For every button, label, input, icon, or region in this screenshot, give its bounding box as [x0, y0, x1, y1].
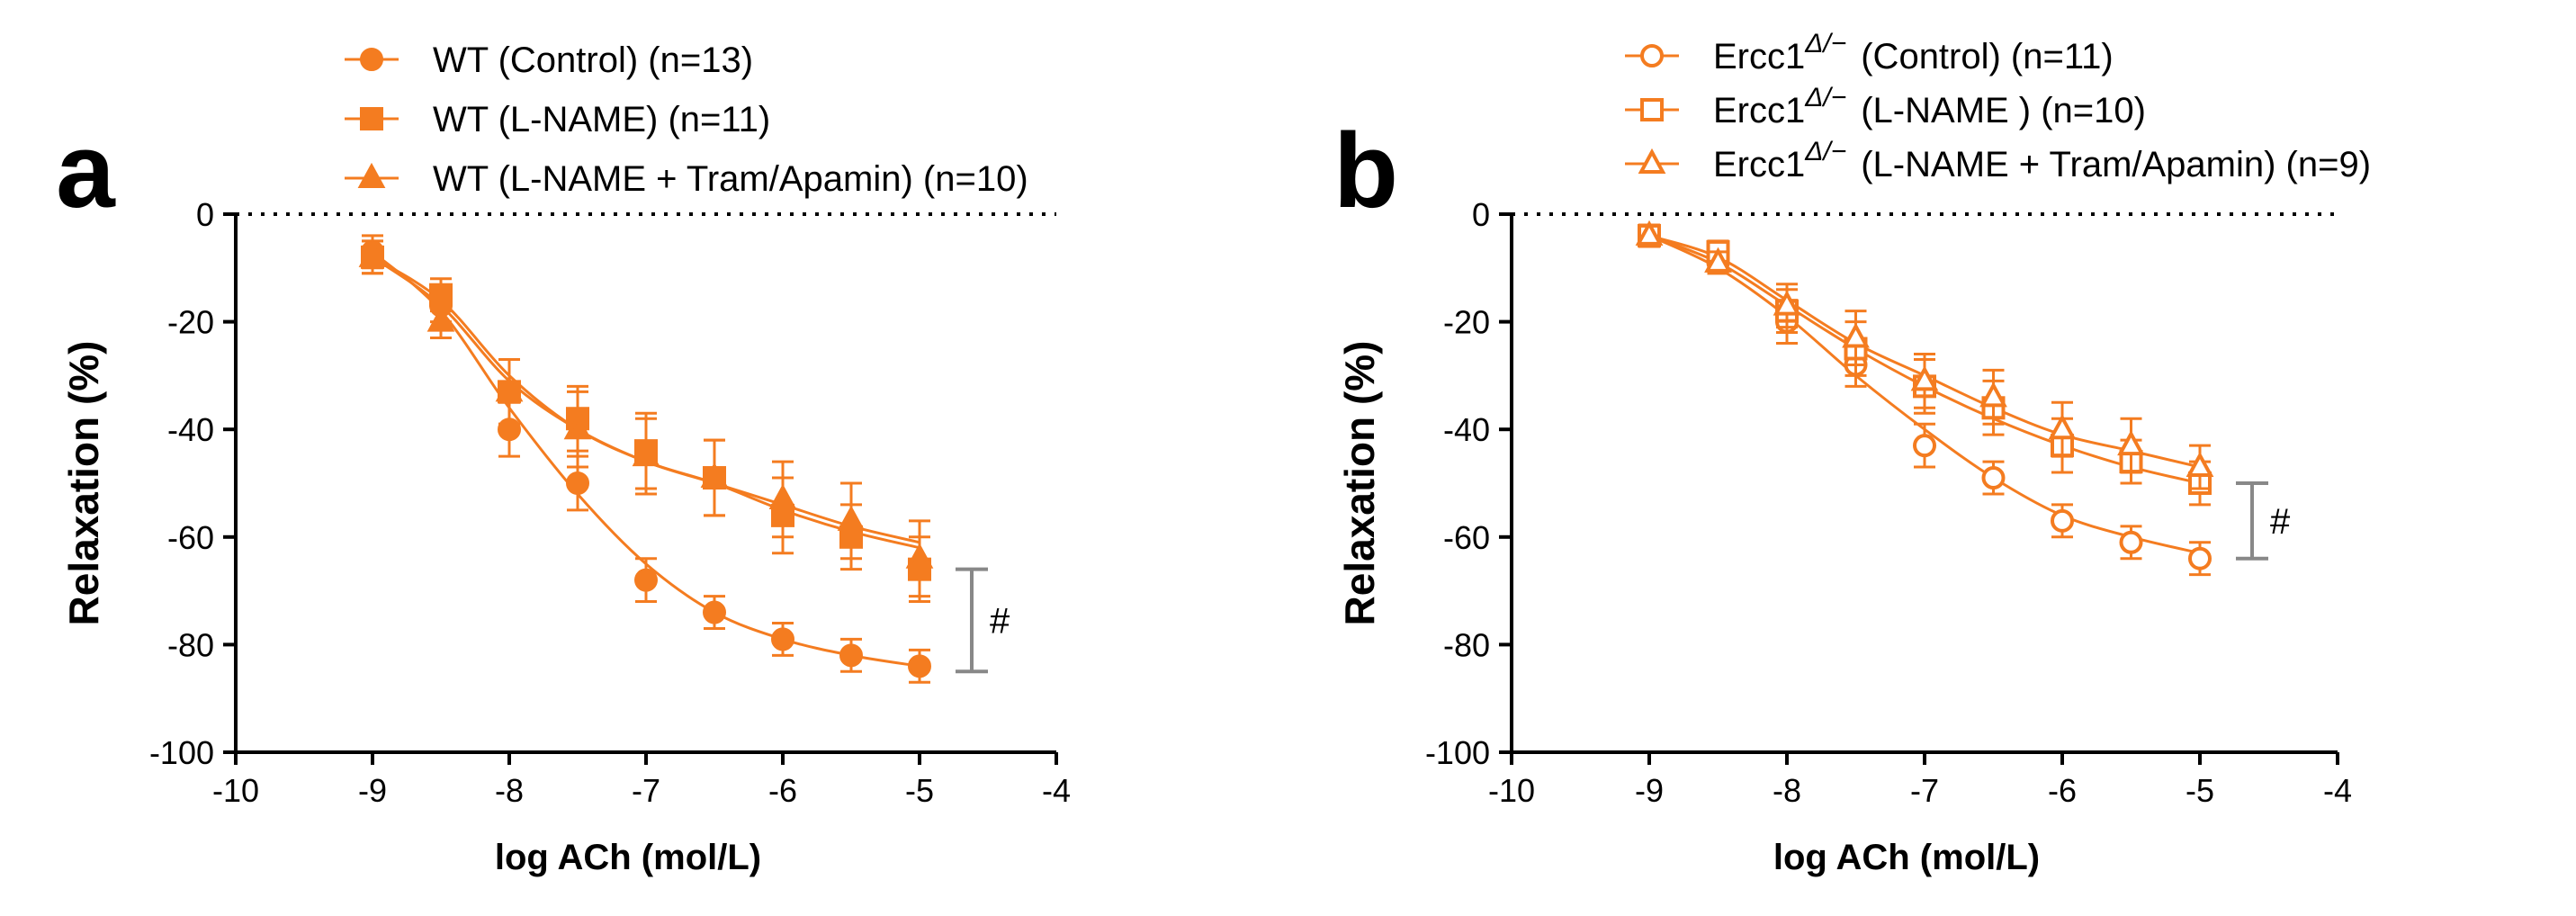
data-point [429, 283, 453, 307]
y-tick-label: -100 [1425, 734, 1490, 771]
y-tick-label: 0 [1472, 196, 1490, 233]
data-point [2051, 508, 2074, 533]
panel-label: a [56, 112, 116, 230]
y-tick-label: -20 [167, 304, 214, 341]
data-point [358, 241, 387, 267]
legend-label: Ercc1Δ/− (L-NAME + Tram/Apamin) (n=9) [1713, 137, 2371, 184]
data-point [2186, 451, 2214, 478]
x-tick-label: -6 [2048, 772, 2077, 809]
data-point [495, 376, 524, 402]
legend-label: Ercc1Δ/− (Control) (n=11) [1713, 29, 2114, 76]
data-point [632, 440, 660, 467]
data-point [908, 654, 931, 678]
y-tick-label: -80 [167, 626, 214, 663]
legend-item: WT (Control) (n=13) [345, 40, 753, 80]
x-tick-label: -10 [1488, 772, 1535, 809]
data-point [1773, 290, 1801, 316]
significance-bracket: # [2236, 481, 2291, 561]
x-tick-label: -4 [1042, 772, 1071, 809]
series-3 [358, 239, 934, 598]
significance-label: # [990, 601, 1010, 641]
data-point [426, 306, 455, 332]
y-tick-label: -80 [1443, 626, 1490, 663]
legend-item: WT (L-NAME) (n=11) [345, 100, 770, 139]
fit-curve-1 [1648, 234, 2201, 555]
fit-curve-1 [372, 250, 920, 668]
x-tick-label: -8 [1773, 772, 1801, 809]
data-point [1910, 365, 1939, 391]
legend: WT (Control) (n=13) WT (L-NAME) (n=11) WT … [345, 40, 1028, 199]
legend-marker [1640, 98, 1664, 121]
x-tick-label: -5 [905, 772, 934, 809]
legend-marker [1638, 148, 1666, 174]
legend-item: WT (L-NAME + Tram/Apamin) (n=10) [345, 159, 1028, 199]
y-axis-title: Relaxation (%) [1336, 341, 1383, 626]
data-point [1981, 466, 2006, 490]
legend-label: WT (Control) (n=13) [433, 40, 753, 80]
x-tick-label: -9 [1635, 772, 1664, 809]
y-tick-label: -40 [167, 411, 214, 448]
fit-curve-2 [372, 256, 920, 550]
fit-curve-3 [372, 256, 920, 544]
x-tick-label: -9 [358, 772, 387, 809]
data-point [700, 462, 729, 489]
data-point [768, 483, 797, 509]
legend-item: Ercc1Δ/− (Control) (n=11) [1625, 29, 2114, 76]
legend: Ercc1Δ/− (Control) (n=11) Ercc1Δ/− (L-NAME … [1625, 29, 2371, 184]
y-tick-label: -60 [167, 519, 214, 556]
x-tick-label: -8 [495, 772, 524, 809]
x-tick-label: -6 [768, 772, 797, 809]
legend-marker [360, 107, 383, 130]
data-point [634, 568, 658, 592]
data-point [2119, 530, 2143, 554]
legend-item: Ercc1Δ/− (L-NAME ) (n=10) [1625, 83, 2146, 130]
data-point [1842, 322, 1870, 348]
x-tick-label: -4 [2323, 772, 2352, 809]
data-point [2048, 414, 2077, 440]
data-point [771, 627, 794, 651]
legend-label: WT (L-NAME + Tram/Apamin) (n=10) [433, 159, 1028, 199]
data-point [2188, 546, 2212, 570]
panel-a: a 0 -20 -40 -60 -80 -100-10 -9 -8 -7 -6 -5 -4 log ACh… [56, 40, 1071, 877]
y-tick-label: -100 [149, 734, 214, 771]
panel-label: b [1333, 112, 1398, 230]
legend-item: Ercc1Δ/− (L-NAME + Tram/Apamin) (n=9) [1625, 137, 2371, 184]
data-point [1913, 434, 1936, 458]
y-axis-title: Relaxation (%) [60, 341, 107, 626]
data-point [837, 505, 866, 531]
panel-b: b 0 -20 -40 -60 -80 -100-10 -9 -8 -7 -6 -5 -4 log ACh… [1333, 29, 2371, 877]
data-point [563, 414, 592, 440]
significance-label: # [2270, 502, 2291, 542]
x-tick-label: -7 [1910, 772, 1939, 809]
legend-marker [357, 162, 386, 188]
y-tick-label: 0 [196, 196, 214, 233]
legend-label: WT (L-NAME) (n=11) [433, 100, 770, 139]
data-point [905, 543, 934, 569]
x-tick-label: -5 [2186, 772, 2214, 809]
data-point [703, 600, 726, 624]
x-tick-label: -10 [212, 772, 259, 809]
legend-marker [360, 48, 383, 71]
data-point [1704, 247, 1732, 273]
y-tick-label: -20 [1443, 304, 1490, 341]
data-point [1635, 220, 1664, 246]
axes: 0 -20 -40 -60 -80 -100-10 -9 -8 -7 -6 -5 -4 log ACh … [60, 196, 1071, 877]
y-tick-label: -40 [1443, 411, 1490, 448]
data-point [2117, 429, 2145, 456]
legend-label: Ercc1Δ/− (L-NAME ) (n=10) [1713, 83, 2146, 130]
series-3 [1635, 220, 2214, 490]
legend-marker [1640, 44, 1664, 67]
data-point [839, 643, 863, 668]
data-point [1979, 382, 2007, 408]
y-tick-label: -60 [1443, 519, 1490, 556]
axes: 0 -20 -40 -60 -80 -100-10 -9 -8 -7 -6 -5 -4 log ACh … [1336, 196, 2352, 877]
x-tick-label: -7 [632, 772, 660, 809]
significance-bracket: # [956, 567, 1010, 674]
x-axis-title: log ACh (mol/L) [495, 838, 761, 877]
x-axis-title: log ACh (mol/L) [1773, 838, 2040, 877]
data-point [566, 471, 589, 495]
